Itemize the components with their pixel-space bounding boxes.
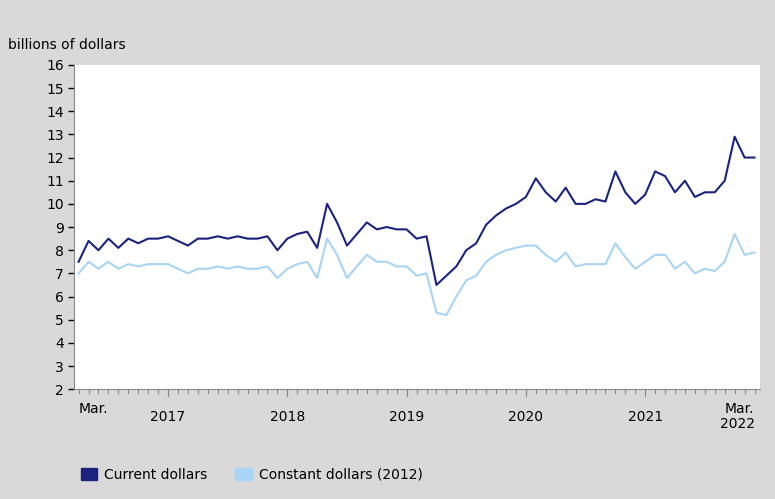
- Legend: Current dollars, Constant dollars (2012): Current dollars, Constant dollars (2012): [81, 468, 422, 482]
- Text: Mar.: Mar.: [78, 402, 108, 416]
- Text: 2019: 2019: [389, 410, 424, 424]
- Text: 2017: 2017: [150, 410, 186, 424]
- Text: 2021: 2021: [628, 410, 663, 424]
- Text: billions of dollars: billions of dollars: [8, 38, 126, 52]
- Text: Mar.: Mar.: [725, 402, 755, 416]
- Text: 2020: 2020: [508, 410, 543, 424]
- Text: 2018: 2018: [270, 410, 305, 424]
- Text: 2022: 2022: [719, 417, 755, 431]
